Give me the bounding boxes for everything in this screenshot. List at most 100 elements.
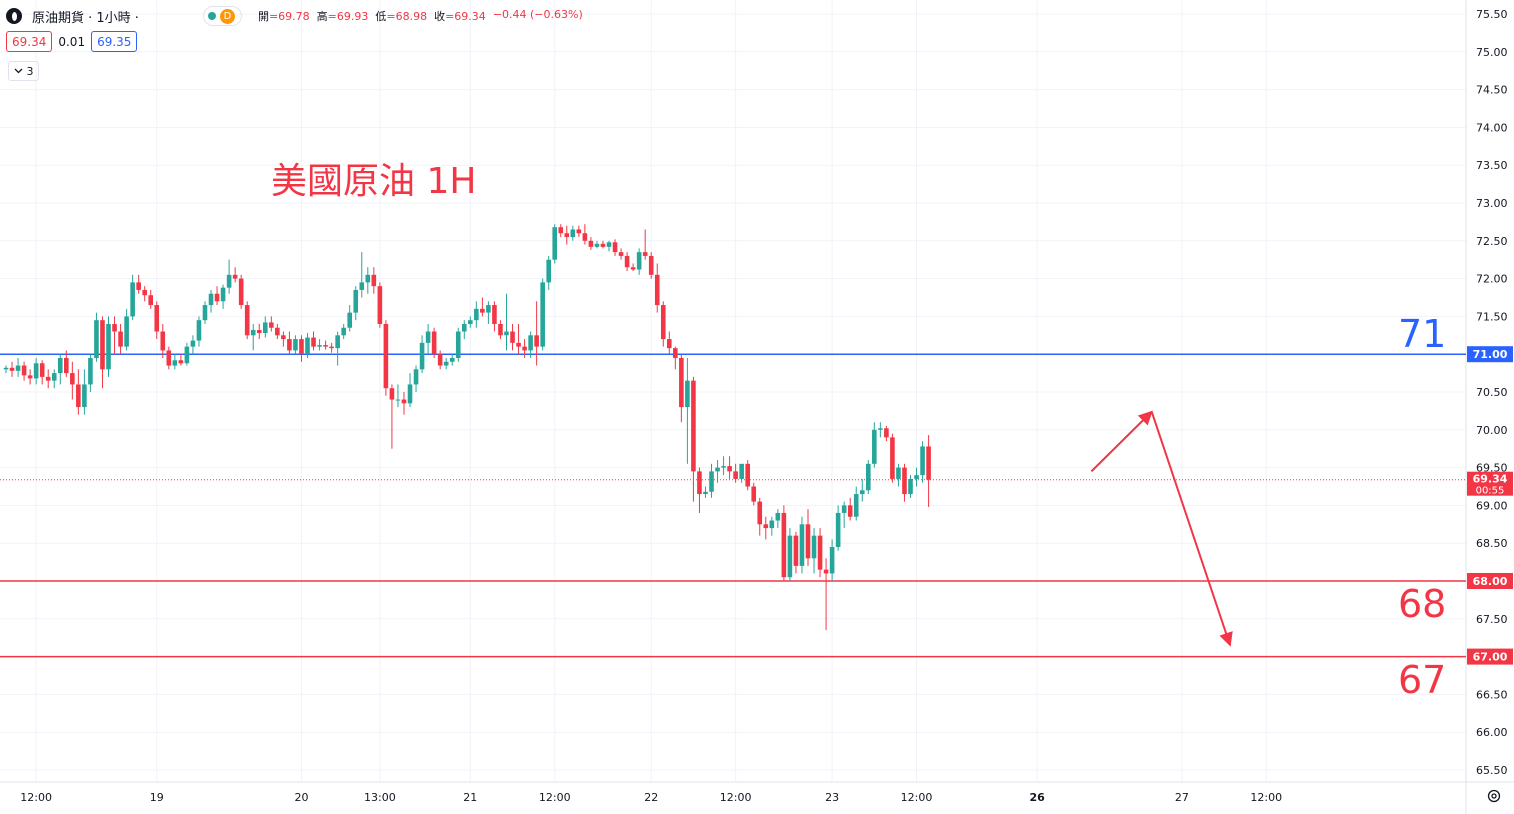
candle-body	[407, 384, 413, 404]
candle-body	[787, 535, 793, 578]
candle-body	[859, 490, 865, 495]
time-tick-label: 27	[1175, 791, 1189, 804]
candle	[250, 323, 256, 351]
candle-body	[902, 467, 907, 495]
candle-body	[112, 323, 117, 332]
candle	[226, 259, 232, 294]
candle	[33, 357, 39, 385]
candle-body	[793, 535, 799, 566]
annotation-level-71[interactable]: 71	[1398, 312, 1447, 356]
candle-body	[570, 229, 576, 238]
candle	[679, 354, 684, 423]
change-value: −0.44 (−0.63%)	[492, 8, 583, 21]
candle-body	[739, 463, 744, 479]
candle	[178, 354, 184, 366]
candle-body	[745, 463, 750, 487]
candle	[624, 252, 630, 272]
candle-body	[419, 342, 425, 370]
price-tick-label: 69.00	[1476, 499, 1508, 512]
candle	[256, 323, 262, 340]
price-tick-label: 70.00	[1476, 424, 1508, 437]
candle-body	[763, 524, 769, 529]
price-tick-label: 75.00	[1476, 46, 1508, 59]
candle	[130, 274, 135, 321]
close-value: =69.34	[445, 10, 486, 23]
market-status-pill[interactable]: D	[202, 6, 242, 26]
candle-body	[299, 339, 304, 355]
candle-body	[504, 331, 509, 336]
candle-body	[829, 546, 835, 574]
sell-button[interactable]: 69.34	[6, 31, 53, 52]
candle	[781, 505, 787, 581]
candle	[896, 463, 901, 487]
open-value: =69.78	[268, 10, 310, 23]
candle-body	[884, 428, 889, 438]
candle	[588, 237, 594, 250]
data-delay-badge: D	[219, 8, 235, 24]
candle-body	[371, 274, 377, 287]
candle-body	[455, 331, 461, 358]
candle-body	[27, 375, 33, 379]
candle	[449, 354, 455, 366]
price-tick-label: 66.00	[1476, 726, 1508, 739]
candle-body	[281, 335, 286, 340]
candle	[522, 339, 527, 358]
candle-body	[190, 340, 196, 347]
candle-body	[64, 357, 69, 374]
candle-body	[262, 322, 268, 334]
candle-body	[552, 227, 558, 260]
level-price-tag-bg	[1467, 573, 1513, 589]
candle	[76, 369, 81, 415]
candle-body	[534, 335, 539, 347]
annotation-level-68[interactable]: 68	[1398, 582, 1447, 626]
candle-body	[841, 505, 847, 513]
candle	[468, 316, 473, 328]
buy-button[interactable]: 69.35	[91, 31, 138, 52]
candle-body	[238, 278, 244, 306]
candle-body	[522, 346, 527, 351]
candle-body	[142, 289, 147, 296]
candle	[630, 263, 636, 272]
indicators-toggle[interactable]: 3	[8, 61, 39, 81]
candle-body	[878, 428, 883, 430]
candle	[377, 282, 383, 328]
candle	[793, 531, 799, 574]
grid-lines	[0, 0, 1466, 782]
candle-body	[751, 486, 757, 502]
candle	[118, 323, 123, 355]
annotation-level-67[interactable]: 67	[1398, 658, 1447, 702]
candle-body	[564, 233, 570, 238]
price-tick-label: 74.00	[1476, 121, 1508, 134]
settings-gear-icon[interactable]	[1486, 788, 1502, 804]
candle	[498, 320, 503, 340]
candle-body	[727, 466, 732, 472]
candle	[805, 509, 811, 566]
candle	[787, 528, 793, 581]
candle	[82, 369, 87, 415]
candle-body	[624, 255, 630, 268]
candle-body	[715, 467, 720, 472]
candle	[829, 539, 835, 581]
price-tick-label: 73.50	[1476, 159, 1508, 172]
candle	[208, 289, 214, 313]
candle	[190, 335, 196, 355]
symbol-title[interactable]: 原油期貨 · 1小時 ·	[32, 10, 139, 26]
candle	[528, 331, 533, 358]
candle	[841, 501, 847, 529]
chart-annotation-title[interactable]: 美國原油 1H	[271, 161, 477, 202]
candle-body	[70, 373, 75, 385]
candle-body	[178, 360, 184, 364]
candle-body	[202, 305, 208, 321]
candle	[323, 340, 328, 350]
candle	[220, 284, 226, 309]
candle-body	[76, 384, 81, 408]
price-tick-label: 71.50	[1476, 310, 1508, 323]
candle-body	[269, 322, 274, 328]
candle	[618, 248, 624, 260]
projection-arrow-down	[1150, 411, 1233, 647]
candle	[908, 475, 913, 498]
candle-body	[811, 535, 817, 559]
candle-body	[118, 331, 123, 347]
candle-body	[9, 367, 15, 371]
